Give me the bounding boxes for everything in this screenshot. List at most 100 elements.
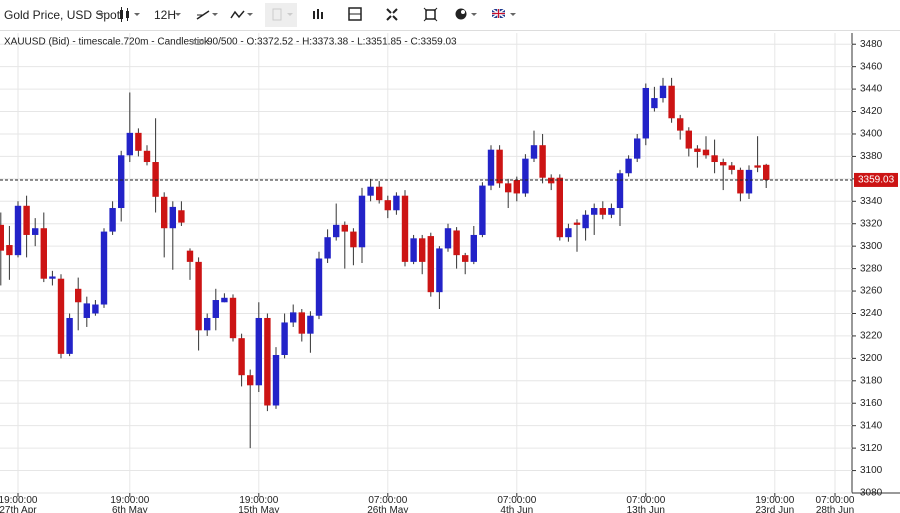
crop-icon[interactable]	[423, 7, 438, 22]
candle-body	[754, 165, 761, 168]
candle-body	[186, 250, 194, 262]
visibility-icon	[191, 39, 205, 45]
candle-body	[702, 149, 710, 156]
candle-body	[14, 205, 22, 256]
y-tick-label: 3240	[860, 308, 883, 319]
candle-body	[530, 145, 538, 159]
candle-body	[152, 162, 159, 197]
last-price-box	[854, 172, 898, 187]
candle-body	[204, 317, 211, 331]
y-tick-label: 3380	[860, 151, 883, 162]
candle-body	[573, 222, 581, 225]
candle-body	[307, 315, 314, 334]
x-tick-label: 19:00:00 27th Apr	[0, 495, 38, 513]
x-tick-label: 07:00:00 26th May	[367, 495, 409, 513]
candle-body	[393, 195, 400, 211]
language-icon[interactable]	[491, 8, 516, 19]
draw-line-icon[interactable]	[196, 10, 218, 20]
candle-body	[565, 228, 572, 238]
candle-body	[221, 297, 228, 303]
candle-body	[178, 210, 185, 223]
candle-body	[677, 118, 684, 131]
instrument-selector[interactable]: Gold Price, USD Spot	[4, 8, 121, 22]
y-tick-label: 3320	[860, 218, 883, 229]
candle-body	[668, 85, 675, 119]
candle-body	[341, 224, 348, 232]
candle-body	[272, 355, 280, 406]
candle-body	[247, 375, 254, 386]
candle-body	[100, 231, 108, 305]
x-tick-label: 07:00:00 13th Jun	[626, 495, 666, 513]
fullscreen-icon[interactable]	[386, 8, 398, 21]
candle-body	[32, 228, 39, 235]
interval-selector[interactable]: 12H	[154, 8, 177, 22]
y-tick-label: 3080	[860, 488, 883, 499]
x-tick-label: 07:00:00 4th Jun	[497, 495, 537, 513]
candle-body	[83, 303, 90, 318]
candle-body	[229, 297, 237, 339]
x-tick-label: 19:00:00 15th May	[238, 495, 280, 513]
y-tick-label: 3100	[860, 465, 883, 476]
candle-body	[350, 231, 357, 248]
candle-body	[290, 312, 297, 323]
candle-body	[298, 312, 305, 334]
candle-body	[161, 196, 168, 229]
candle-body	[487, 149, 495, 186]
chart-type-icon[interactable]	[120, 7, 140, 22]
candle-body	[436, 248, 443, 293]
y-tick-label: 3300	[860, 241, 883, 252]
candle-body	[591, 208, 598, 215]
candle-body	[367, 186, 374, 196]
candle-body	[599, 208, 606, 215]
candle-body	[143, 150, 151, 163]
candle-body	[376, 186, 383, 201]
candle-body	[616, 173, 624, 209]
y-tick-label: 3140	[860, 420, 883, 431]
candle-body	[195, 261, 202, 331]
candle-body	[281, 322, 288, 355]
layout-icon[interactable]	[348, 7, 362, 21]
y-tick-label: 3220	[860, 331, 883, 342]
candle-body	[548, 177, 555, 184]
candle-body	[737, 169, 744, 194]
chart-title: XAUUSD (Bid) - timescale.720m - Candlest…	[4, 37, 210, 48]
candle-body	[109, 208, 116, 232]
candle-body	[694, 148, 701, 152]
candle-body	[118, 155, 125, 209]
candle-body	[401, 195, 409, 262]
candle-body	[40, 228, 47, 279]
candle-body	[634, 138, 641, 159]
candle-body	[462, 255, 469, 262]
y-tick-label: 3400	[860, 129, 883, 140]
candle-body	[582, 214, 589, 229]
candle-body	[49, 276, 56, 279]
candle-body	[264, 317, 271, 406]
candle-body	[384, 200, 391, 211]
candle-body	[513, 179, 520, 194]
candle-body	[659, 85, 667, 99]
candle-body	[358, 195, 366, 248]
y-tick-label: 3180	[860, 375, 883, 386]
bar-chart-icon[interactable]	[313, 9, 323, 19]
candle-body	[505, 183, 512, 193]
indicator-icon[interactable]	[230, 10, 253, 19]
candle-body	[23, 205, 30, 235]
candle-body	[444, 228, 452, 249]
interval-caret[interactable]	[175, 13, 181, 16]
candle-body	[419, 238, 426, 262]
candle-body	[608, 208, 615, 215]
candle-body	[745, 169, 753, 194]
theme-icon[interactable]	[455, 8, 478, 20]
candle-body	[135, 132, 142, 151]
dropdown-caret[interactable]	[98, 13, 104, 16]
candle-body	[212, 300, 219, 318]
candle-body	[238, 338, 245, 376]
y-tick-label: 3260	[860, 286, 883, 297]
candle-body	[720, 162, 727, 166]
candle-body	[763, 164, 770, 180]
candle-body	[642, 87, 649, 139]
y-tick-label: 3340	[860, 196, 883, 207]
x-tick-label: 19:00:00 23rd Jun	[755, 495, 795, 513]
